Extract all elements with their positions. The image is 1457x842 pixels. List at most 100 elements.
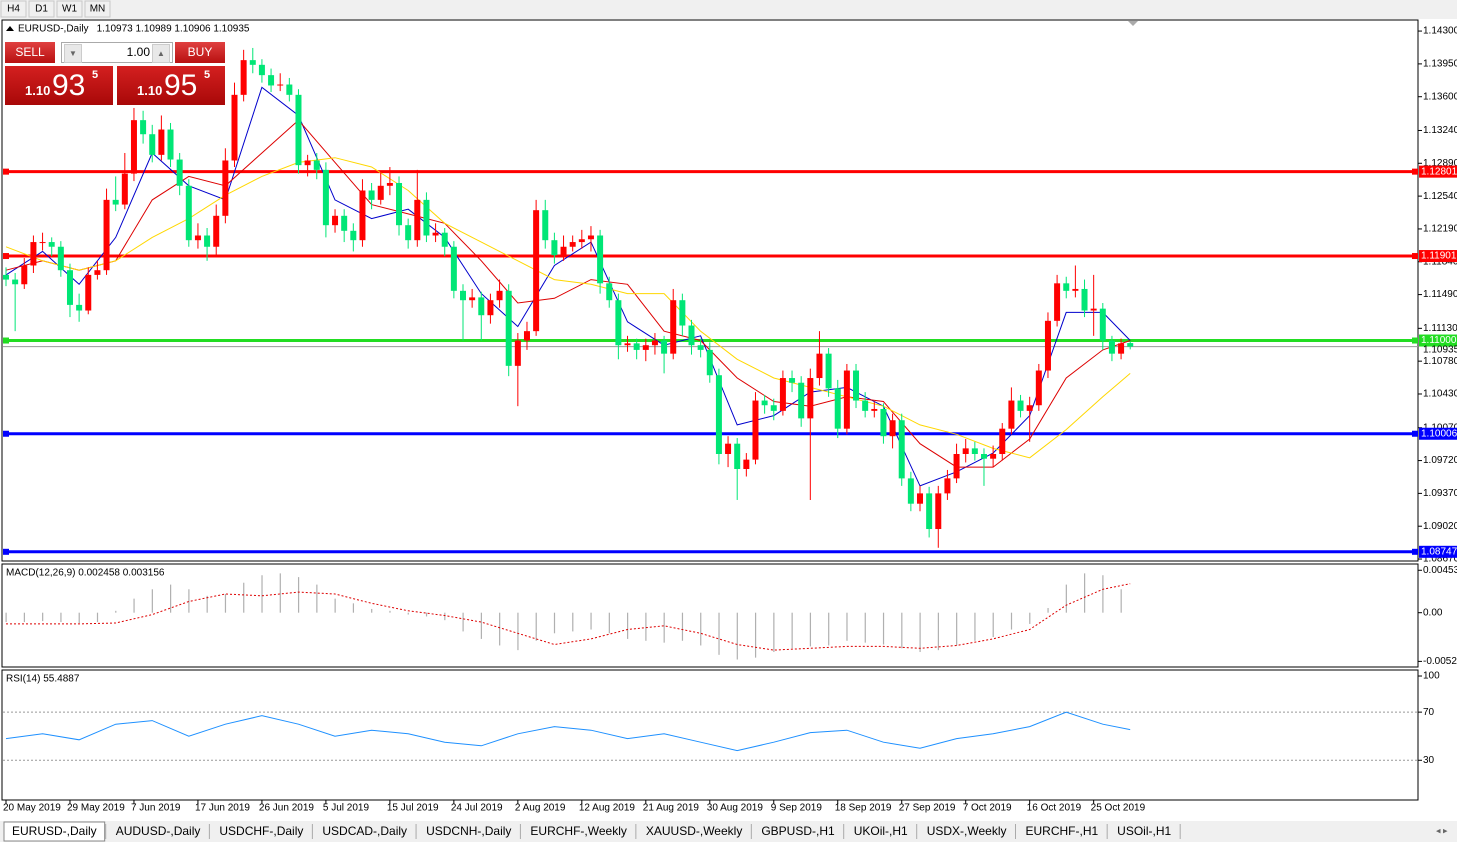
buy-button[interactable]: BUY	[175, 42, 225, 63]
timeframe-button[interactable]	[0, 0, 27, 18]
tab-label[interactable]: GBPUSD-,H1	[761, 824, 835, 838]
tab[interactable]: AUDUSD-,Daily	[107, 822, 209, 841]
macd-bar	[608, 612, 610, 634]
tab-label[interactable]: AUDUSD-,Daily	[116, 824, 201, 838]
candle-body	[725, 443, 732, 455]
tab-bg[interactable]	[1109, 822, 1180, 841]
tab-bg[interactable]	[418, 822, 520, 841]
moving-average	[5, 157, 1131, 459]
tab-label[interactable]: UKOil-,H1	[854, 824, 908, 838]
bid-price[interactable]: 1.10 93 5	[5, 66, 113, 105]
tab[interactable]: USDX-,Weekly	[918, 822, 1015, 841]
ask-main: 95	[164, 69, 198, 102]
lot-field[interactable]: ▼ 1.00 ▲	[61, 42, 173, 63]
candle-body	[423, 199, 430, 236]
candle-body	[853, 370, 860, 401]
candle-body	[149, 134, 156, 155]
x-tick-label: 18 Sep 2019	[835, 803, 892, 814]
tab[interactable]: USDCNH-,Daily	[418, 822, 520, 841]
candle-body	[980, 454, 987, 459]
candle-body	[715, 375, 722, 455]
timeframe-button[interactable]	[56, 0, 83, 18]
tab[interactable]: EURCHF-,H1	[1017, 822, 1107, 841]
level-label-bg	[1419, 334, 1457, 347]
candle-body	[1054, 283, 1061, 321]
level-handle	[3, 253, 9, 260]
sell-button[interactable]: SELL	[5, 42, 55, 63]
tab-label[interactable]: USOil-,H1	[1117, 824, 1171, 838]
tab-bg[interactable]	[3, 821, 106, 842]
tab-bg[interactable]	[845, 822, 916, 841]
y-tick-label: 1.12190	[1423, 224, 1457, 235]
candle-body	[332, 215, 339, 226]
tab-label[interactable]: USDX-,Weekly	[927, 824, 1007, 838]
macd-bar	[882, 612, 885, 645]
tab[interactable]: GBPUSD-,H1	[753, 822, 843, 841]
tab-bg[interactable]	[753, 822, 843, 841]
tab-label[interactable]: USDCAD-,Daily	[322, 824, 407, 838]
tab-bg[interactable]	[918, 822, 1015, 841]
level-label-bg	[1419, 165, 1457, 178]
candle-body	[752, 400, 759, 460]
tab-label[interactable]: EURCHF-,Weekly	[530, 824, 626, 838]
tab[interactable]: USOil-,H1	[1109, 822, 1180, 841]
tab-label[interactable]: EURCHF-,H1	[1026, 824, 1099, 838]
lot-down[interactable]: ▼	[64, 44, 82, 63]
tab[interactable]: USDCHF-,Daily	[211, 822, 312, 841]
tab[interactable]: EURUSD-,Daily	[3, 821, 106, 842]
timeframe-button[interactable]	[28, 0, 55, 18]
timeframe-label[interactable]: MN	[90, 4, 106, 15]
candle-body	[926, 493, 933, 530]
candle-body	[505, 290, 512, 366]
tab-bg[interactable]	[211, 822, 312, 841]
tab-label[interactable]: USDCHF-,Daily	[219, 824, 303, 838]
timeframe-button[interactable]	[84, 0, 111, 18]
tab-bg[interactable]	[637, 822, 751, 841]
macd-bar	[901, 612, 903, 649]
timeframe-label[interactable]: H4	[7, 4, 20, 15]
ask-price[interactable]: 1.10 95 5	[117, 66, 225, 105]
candle-body	[953, 454, 960, 479]
tab-bg[interactable]	[1017, 822, 1107, 841]
tab-label[interactable]: XAUUSD-,Weekly	[646, 824, 742, 838]
candle-body	[542, 210, 549, 241]
candle-body	[1026, 405, 1033, 411]
chart-quote: 1.10973 1.10989 1.10906 1.10935	[97, 24, 250, 35]
y-tick-label: 1.10430	[1423, 389, 1457, 400]
tab-bg[interactable]	[107, 822, 209, 841]
y-tick-label: 70	[1423, 707, 1435, 718]
candle-body	[94, 270, 101, 275]
macd-bar	[681, 612, 684, 641]
candle-body	[441, 232, 448, 247]
candle-body	[971, 448, 978, 455]
candle-body	[1017, 400, 1024, 411]
x-tick-label: 2 Aug 2019	[515, 803, 566, 814]
candle-body	[103, 199, 110, 271]
tab-bg[interactable]	[314, 822, 416, 841]
candle-body	[48, 242, 55, 247]
tab-bg[interactable]	[522, 822, 635, 841]
level-label: 1.10006	[1421, 428, 1457, 439]
macd-bar	[864, 612, 866, 643]
tab-label[interactable]: USDCNH-,Daily	[426, 824, 511, 838]
macd-bar	[1047, 608, 1049, 613]
candle-body	[21, 265, 28, 285]
x-tick-label: 17 Jun 2019	[195, 803, 250, 814]
macd-bar	[243, 582, 245, 613]
tab[interactable]: EURCHF-,Weekly	[522, 822, 635, 841]
y-tick-label: 1.09020	[1423, 521, 1457, 532]
macd-bar	[96, 612, 99, 623]
moving-average	[5, 119, 1131, 468]
tab[interactable]: USDCAD-,Daily	[314, 822, 416, 841]
candle-body	[880, 408, 887, 437]
macd-bar	[425, 612, 428, 617]
tab-label[interactable]: EURUSD-,Daily	[12, 824, 97, 838]
candle-body	[249, 60, 256, 65]
timeframe-label[interactable]: D1	[35, 4, 48, 15]
timeframe-label[interactable]: W1	[62, 4, 77, 15]
lot-up[interactable]: ▲	[152, 44, 170, 63]
x-tick-label: 15 Jul 2019	[387, 803, 439, 814]
tab[interactable]: UKOil-,H1	[845, 822, 916, 841]
toolbar-bg	[0, 0, 1457, 19]
tab[interactable]: XAUUSD-,Weekly	[637, 822, 751, 841]
